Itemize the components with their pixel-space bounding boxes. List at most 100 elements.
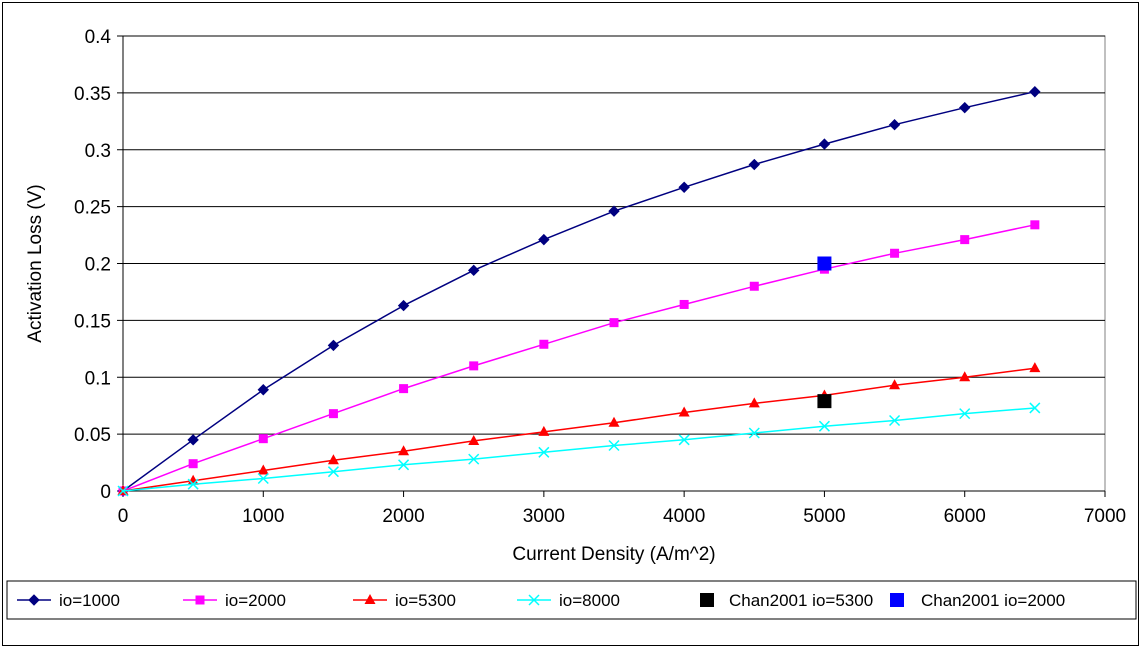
data-point-io-5300 [678,406,690,417]
y-tick-label: 0.4 [85,27,112,48]
legend-item-chan2001-io-2000: Chan2001 io=2000 [890,591,1065,610]
x-tick-label: 4000 [663,506,705,527]
data-point-io-2000 [609,318,619,328]
series-chan2001-io-5300 [817,394,832,409]
chart-svg: 0 0.05 0.1 0.15 0.2 0.25 0.3 0.35 0.4 0 1000 2000 30… [6,27,1137,620]
data-point-io-8000 [187,478,199,490]
data-point-io-5300 [1029,362,1041,373]
data-point-io-8000 [468,453,480,465]
data-point-io-8000-stroke-b [327,466,339,478]
legend-item-io-2000: io=2000 [183,591,286,610]
series-io-8000 [117,402,1041,497]
data-point-io-1000 [257,384,269,396]
legend-label: io=8000 [559,591,620,610]
x-tick-label: 2000 [382,506,424,527]
data-point-io-8000-stroke-b [818,420,830,432]
data-point-io-5300 [398,445,410,456]
data-point-io-1000 [888,119,901,131]
data-point-io-8000 [678,434,690,446]
data-point-io-8000 [257,472,269,485]
y-tick-label: 0.15 [74,311,111,332]
data-point-io-8000 [889,414,901,427]
data-point-io-5300 [889,379,901,390]
legend-label: io=1000 [59,591,120,610]
axis-layer: 0 0.05 0.1 0.15 0.2 0.25 0.3 0.35 0.4 0 1000 2000 30… [74,27,1126,527]
data-point-io-8000 [398,459,410,471]
data-point-io-2000 [890,248,900,258]
data-point-io-2000 [188,459,198,469]
legend-marker [700,593,714,607]
data-point-io-1000 [538,233,550,246]
data-point-io-8000 [538,446,550,458]
data-point-io-8000-stroke-b [257,472,269,485]
data-point-io-1000 [959,101,971,114]
x-tick-label: 7000 [1084,506,1126,527]
data-point-io-2000 [328,409,338,419]
data-point-io-2000 [1030,220,1040,230]
data-point-io-8000 [327,466,339,478]
legend-item-io-5300: io=5300 [353,591,456,610]
x-tick-label: 0 [118,506,129,527]
series-layer [117,86,1041,497]
legend-marker [364,594,376,604]
series-io-5300 [117,362,1041,495]
data-point-io-8000-stroke-b [538,446,550,458]
data-point-io-8000-stroke-b [468,453,480,465]
data-point-io-8000 [818,420,830,432]
data-point-io-5300 [257,464,269,475]
data-point-io-8000-stroke-b [187,478,199,490]
series-io-2000 [118,220,1040,496]
legend-label: io=2000 [225,591,286,610]
x-tick-label: 5000 [803,506,845,527]
series-line-io-8000 [122,407,1035,492]
legend-label: Chan2001 io=2000 [921,591,1065,610]
series-line-io-1000 [122,90,1036,492]
data-point-io-8000 [1029,402,1041,414]
legend-marker [28,594,40,606]
data-point-io-5300 [327,454,339,465]
y-tick-label: 0.05 [74,425,111,446]
data-point-io-8000-stroke-b [117,485,129,497]
data-point-io-2000 [960,235,970,245]
x-tick-label: 3000 [523,506,565,527]
data-point-io-2000 [539,339,549,349]
data-point-io-1000 [608,205,620,217]
legend-item-chan2001-io-5300: Chan2001 io=5300 [700,591,873,610]
data-point-io-5300 [608,416,620,427]
legend-label: Chan2001 io=5300 [729,591,873,610]
legend-marker-stroke-b [528,594,540,606]
data-point-io-1000 [468,264,480,277]
data-point-io-5300 [959,371,971,382]
data-point-io-8000-stroke-b [398,459,410,471]
legend: io=1000 io=2000 io=5300 io=8000 Chan2001 io=… [6,580,1137,620]
legend-item-io-1000: io=1000 [17,591,120,610]
data-point-io-2000 [258,434,268,444]
data-point-chan2001-io-5300 [817,394,832,409]
data-point-io-1000 [748,158,760,171]
data-point-io-8000-stroke-b [959,408,971,420]
y-tick-label: 0.1 [85,368,111,389]
x-tick-label: 6000 [944,506,986,527]
data-point-io-1000 [187,434,199,446]
data-point-io-1000 [818,138,831,150]
series-line-io-2000 [122,224,1036,492]
y-tick-label: 0.35 [74,84,111,105]
data-point-io-8000 [748,427,760,439]
legend-item-io-8000: io=8000 [517,591,620,610]
data-point-io-8000-stroke-b [678,434,690,446]
data-point-io-2000 [469,361,479,371]
data-point-io-8000-stroke-b [889,414,901,427]
legend-label: io=5300 [395,591,456,610]
y-tick-label: 0.3 [85,141,111,162]
data-point-io-5300 [538,425,550,436]
data-point-io-8000 [117,485,129,497]
data-point-io-1000 [327,339,340,352]
y-tick-label: 0.2 [85,255,111,276]
data-point-io-2000 [679,299,689,309]
data-point-io-8000-stroke-b [748,427,760,439]
legend-marker [890,593,904,607]
legend-marker [528,594,540,606]
data-point-io-1000 [397,299,410,312]
series-line-io-5300 [122,367,1035,492]
x-tick-label: 1000 [242,506,284,527]
